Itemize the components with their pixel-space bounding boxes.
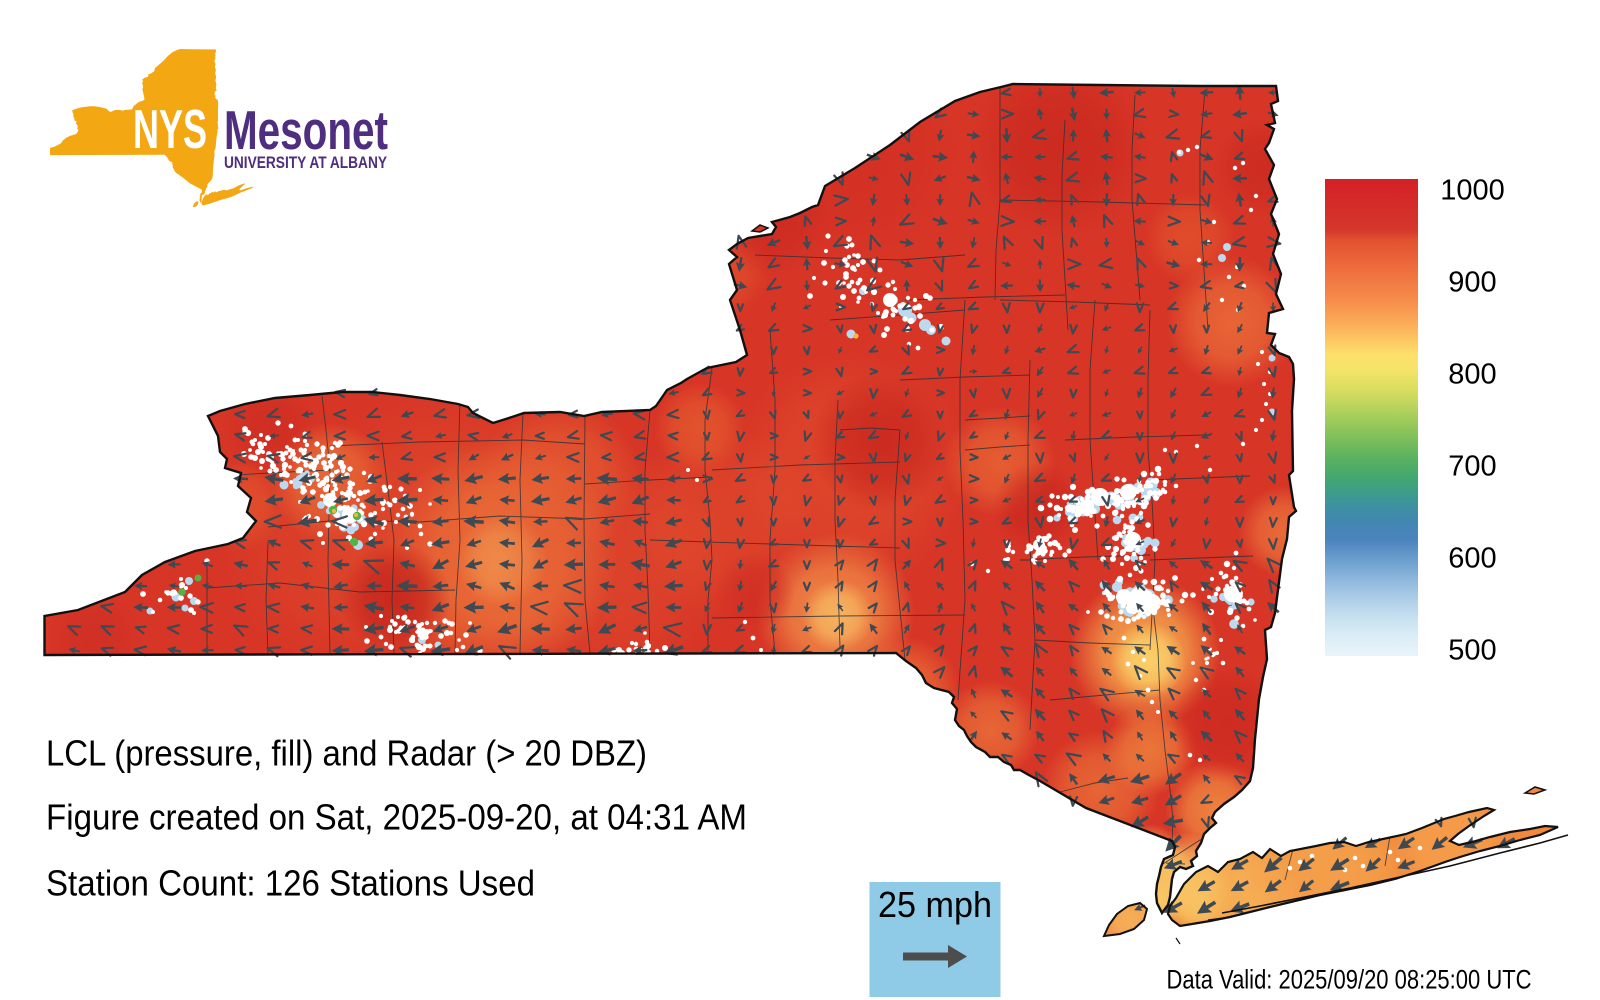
svg-text:Data Valid: 2025/09/20 08:25:0: Data Valid: 2025/09/20 08:25:00 UTC xyxy=(1167,965,1532,995)
svg-text:900: 900 xyxy=(1448,267,1496,299)
svg-text:1000: 1000 xyxy=(1440,175,1505,207)
svg-text:700: 700 xyxy=(1448,451,1496,483)
svg-text:500: 500 xyxy=(1448,635,1496,667)
svg-text:LCL (pressure, fill) and Radar: LCL (pressure, fill) and Radar (> 20 DBZ… xyxy=(46,733,647,774)
svg-text:Figure created on Sat, 2025-09: Figure created on Sat, 2025-09-20, at 04… xyxy=(46,797,747,838)
svg-text:600: 600 xyxy=(1448,543,1496,575)
svg-text:UNIVERSITY AT ALBANY: UNIVERSITY AT ALBANY xyxy=(224,153,388,172)
svg-text:Station Count: 126 Stations Us: Station Count: 126 Stations Used xyxy=(46,863,535,904)
svg-text:800: 800 xyxy=(1448,359,1496,391)
svg-text:NYS: NYS xyxy=(133,98,207,160)
svg-text:25 mph: 25 mph xyxy=(878,884,992,925)
svg-text:Mesonet: Mesonet xyxy=(224,99,388,161)
